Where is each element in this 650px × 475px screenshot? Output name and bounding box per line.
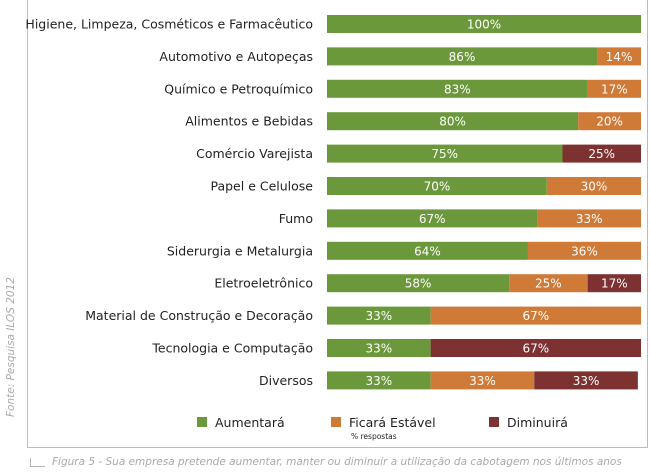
bar-ficara-estavel-automotivo-e-autopecas — [597, 47, 641, 66]
data-label-ficara-estavel-quimico-e-petroquimico: 17% — [601, 82, 628, 96]
bar-aumentara-higiene-limpeza-cosmeticos-e-farmaceutico — [327, 15, 641, 33]
category-label-automotivo-e-autopecas: Automotivo e Autopeças — [159, 49, 313, 64]
bar-diminuira-eletroeletronico — [587, 274, 641, 293]
bar-aumentara-fumo — [327, 209, 538, 228]
data-label-ficara-estavel-diversos: 33% — [469, 374, 496, 388]
category-label-alimentos-e-bebidas: Alimentos e Bebidas — [185, 114, 313, 129]
legend-swatch-ficara-estavel — [331, 417, 341, 427]
bar-aumentara-automotivo-e-autopecas — [327, 47, 598, 66]
data-label-diminuira-tecnologia-e-computacao: 67% — [522, 342, 549, 356]
bar-aumentara-eletroeletronico — [327, 274, 510, 293]
data-label-aumentara-fumo: 67% — [419, 212, 446, 226]
source-note: Fonte: Pesquisa ILOS 2012 — [5, 277, 17, 417]
bar-ficara-estavel-quimico-e-petroquimico — [587, 79, 641, 98]
data-label-aumentara-eletroeletronico: 58% — [405, 277, 432, 291]
data-label-aumentara-automotivo-e-autopecas: 86% — [449, 50, 476, 64]
data-label-aumentara-alimentos-e-bebidas: 80% — [439, 115, 466, 129]
legend-item-ficara-estavel: Ficará Estável — [331, 414, 436, 430]
data-label-ficara-estavel-automotivo-e-autopecas: 14% — [606, 50, 633, 64]
data-label-aumentara-papel-e-celulose: 70% — [424, 180, 451, 194]
bar-aumentara-papel-e-celulose — [327, 177, 547, 195]
category-label-higiene-limpeza-cosmeticos-e-farmaceutico: Higiene, Limpeza, Cosméticos e Farmacêut… — [25, 17, 313, 32]
bar-ficara-estavel-material-de-construcao-e-decoracao — [430, 306, 641, 325]
bar-ficara-estavel-alimentos-e-bebidas — [578, 112, 641, 131]
category-label-papel-e-celulose: Papel e Celulose — [210, 179, 313, 194]
category-label-eletroeletronico: Eletroeletrônico — [214, 276, 313, 291]
data-label-diminuira-eletroeletronico: 17% — [601, 277, 628, 291]
legend-item-diminuira: Diminuirá — [489, 414, 568, 430]
bar-diminuira-diversos — [534, 371, 638, 390]
figure-caption: Figura 5 - Sua empresa pretende aumentar… — [52, 456, 622, 468]
caption-bracket — [30, 458, 45, 467]
legend-swatch-diminuira — [489, 417, 499, 427]
data-label-ficara-estavel-alimentos-e-bebidas: 20% — [596, 115, 623, 129]
bar-diminuira-comercio-varejista — [562, 144, 641, 163]
category-label-fumo: Fumo — [279, 211, 313, 226]
legend-label-diminuira: Diminuirá — [507, 414, 568, 430]
data-label-diminuira-diversos: 33% — [573, 374, 600, 388]
bar-ficara-estavel-papel-e-celulose — [546, 177, 641, 195]
category-label-material-de-construcao-e-decoracao: Material de Construção e Decoração — [85, 308, 313, 323]
bar-aumentara-material-de-construcao-e-decoracao — [327, 306, 431, 325]
data-label-aumentara-comercio-varejista: 75% — [431, 147, 458, 161]
bar-ficara-estavel-fumo — [537, 209, 641, 228]
legend-item-aumentara: Aumentará — [197, 414, 285, 430]
bar-ficara-estavel-eletroeletronico — [509, 274, 588, 293]
bar-aumentara-diversos — [327, 371, 431, 390]
bar-ficara-estavel-diversos — [430, 371, 535, 390]
chart-frame — [27, 0, 648, 448]
legend-label-ficara-estavel: Ficará Estável — [349, 414, 436, 430]
legend-swatch-aumentara — [197, 417, 207, 427]
legend-note: % respostas — [351, 432, 397, 441]
bar-aumentara-quimico-e-petroquimico — [327, 79, 588, 98]
data-label-aumentara-tecnologia-e-computacao: 33% — [365, 342, 392, 356]
data-label-ficara-estavel-papel-e-celulose: 30% — [581, 180, 608, 194]
category-label-comercio-varejista: Comércio Varejista — [196, 146, 313, 161]
data-label-ficara-estavel-siderurgia-e-metalurgia: 36% — [571, 244, 598, 258]
data-label-aumentara-diversos: 33% — [365, 374, 392, 388]
data-label-aumentara-material-de-construcao-e-decoracao: 33% — [365, 309, 392, 323]
category-label-tecnologia-e-computacao: Tecnologia e Computação — [151, 341, 313, 356]
bar-aumentara-alimentos-e-bebidas — [327, 112, 579, 131]
data-label-diminuira-comercio-varejista: 25% — [588, 147, 615, 161]
data-label-ficara-estavel-material-de-construcao-e-decoracao: 67% — [522, 309, 549, 323]
bar-aumentara-comercio-varejista — [327, 144, 563, 163]
data-label-aumentara-quimico-e-petroquimico: 83% — [444, 82, 471, 96]
category-label-siderurgia-e-metalurgia: Siderurgia e Metalurgia — [167, 243, 313, 258]
category-label-diversos: Diversos — [259, 373, 313, 388]
bar-aumentara-siderurgia-e-metalurgia — [327, 241, 528, 260]
bar-aumentara-tecnologia-e-computacao — [327, 339, 431, 357]
legend-label-aumentara: Aumentará — [215, 414, 285, 430]
data-label-aumentara-higiene-limpeza-cosmeticos-e-farmaceutico: 100% — [467, 18, 501, 32]
bar-diminuira-tecnologia-e-computacao — [430, 339, 641, 357]
data-label-aumentara-siderurgia-e-metalurgia: 64% — [414, 244, 441, 258]
data-label-ficara-estavel-eletroeletronico: 25% — [535, 277, 562, 291]
data-label-ficara-estavel-fumo: 33% — [576, 212, 603, 226]
category-label-quimico-e-petroquimico: Químico e Petroquímico — [164, 81, 313, 96]
bar-ficara-estavel-siderurgia-e-metalurgia — [527, 241, 641, 260]
